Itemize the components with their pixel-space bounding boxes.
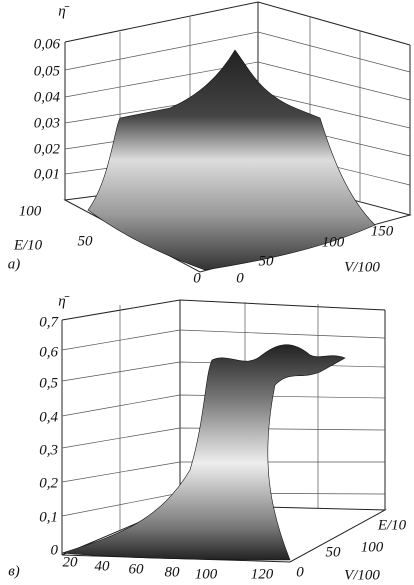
v-tick-label: 80	[165, 564, 181, 580]
z-tick-label: 0,04	[34, 89, 61, 105]
v-tick-label: 120	[251, 566, 274, 582]
v-axis-label: V/100	[344, 259, 380, 275]
v-tick-label: 40	[95, 558, 111, 574]
v-tick-label: 150	[371, 223, 394, 239]
z-axis-label: η̄	[58, 293, 69, 309]
z-tick-label: 0,03	[34, 115, 60, 131]
z-tick-label: 0,5	[39, 375, 58, 391]
z-axis-label: η̄	[58, 3, 69, 19]
v-axis-label: V/100	[344, 567, 380, 583]
z-tick-label: 0,3	[39, 442, 58, 458]
e-tick-label: 0	[296, 564, 304, 580]
panel-label: a)	[8, 256, 21, 272]
z-tick-label: 0,4	[39, 409, 58, 425]
surface-b	[61, 344, 346, 561]
v-tick-label: 100	[195, 566, 218, 582]
z-tick-label: 0,01	[34, 166, 60, 182]
v-tick-label: 0	[236, 270, 244, 286]
e-tick-label: 100	[361, 539, 384, 555]
e-axis-label: E/10	[13, 237, 43, 253]
v-tick-label: 60	[129, 561, 145, 577]
v-tick-label: 100	[322, 234, 345, 250]
e-tick-label: 50	[326, 544, 342, 560]
z-tick-label: 0,7	[39, 314, 59, 330]
v-tick-label: 20	[63, 554, 79, 570]
z-tick-label: 0,2	[39, 475, 58, 491]
z-tick-label: 0,06	[34, 36, 61, 52]
z-tick-label: 0,02	[34, 141, 61, 157]
e-tick-label: 50	[78, 233, 94, 249]
z-tick-label: 0,6	[39, 344, 58, 360]
panel-label: в)	[8, 563, 20, 579]
surface-a	[87, 49, 376, 271]
e-axis-label: E/10	[377, 517, 407, 533]
e-tick-label: 100	[19, 203, 42, 219]
v-tick-label: 50	[259, 253, 275, 269]
e-tick-label: 0	[193, 270, 201, 286]
z-tick-label: 0,1	[39, 509, 58, 525]
z-tick-label: 0	[51, 542, 59, 558]
z-tick-label: 0,05	[34, 63, 61, 79]
